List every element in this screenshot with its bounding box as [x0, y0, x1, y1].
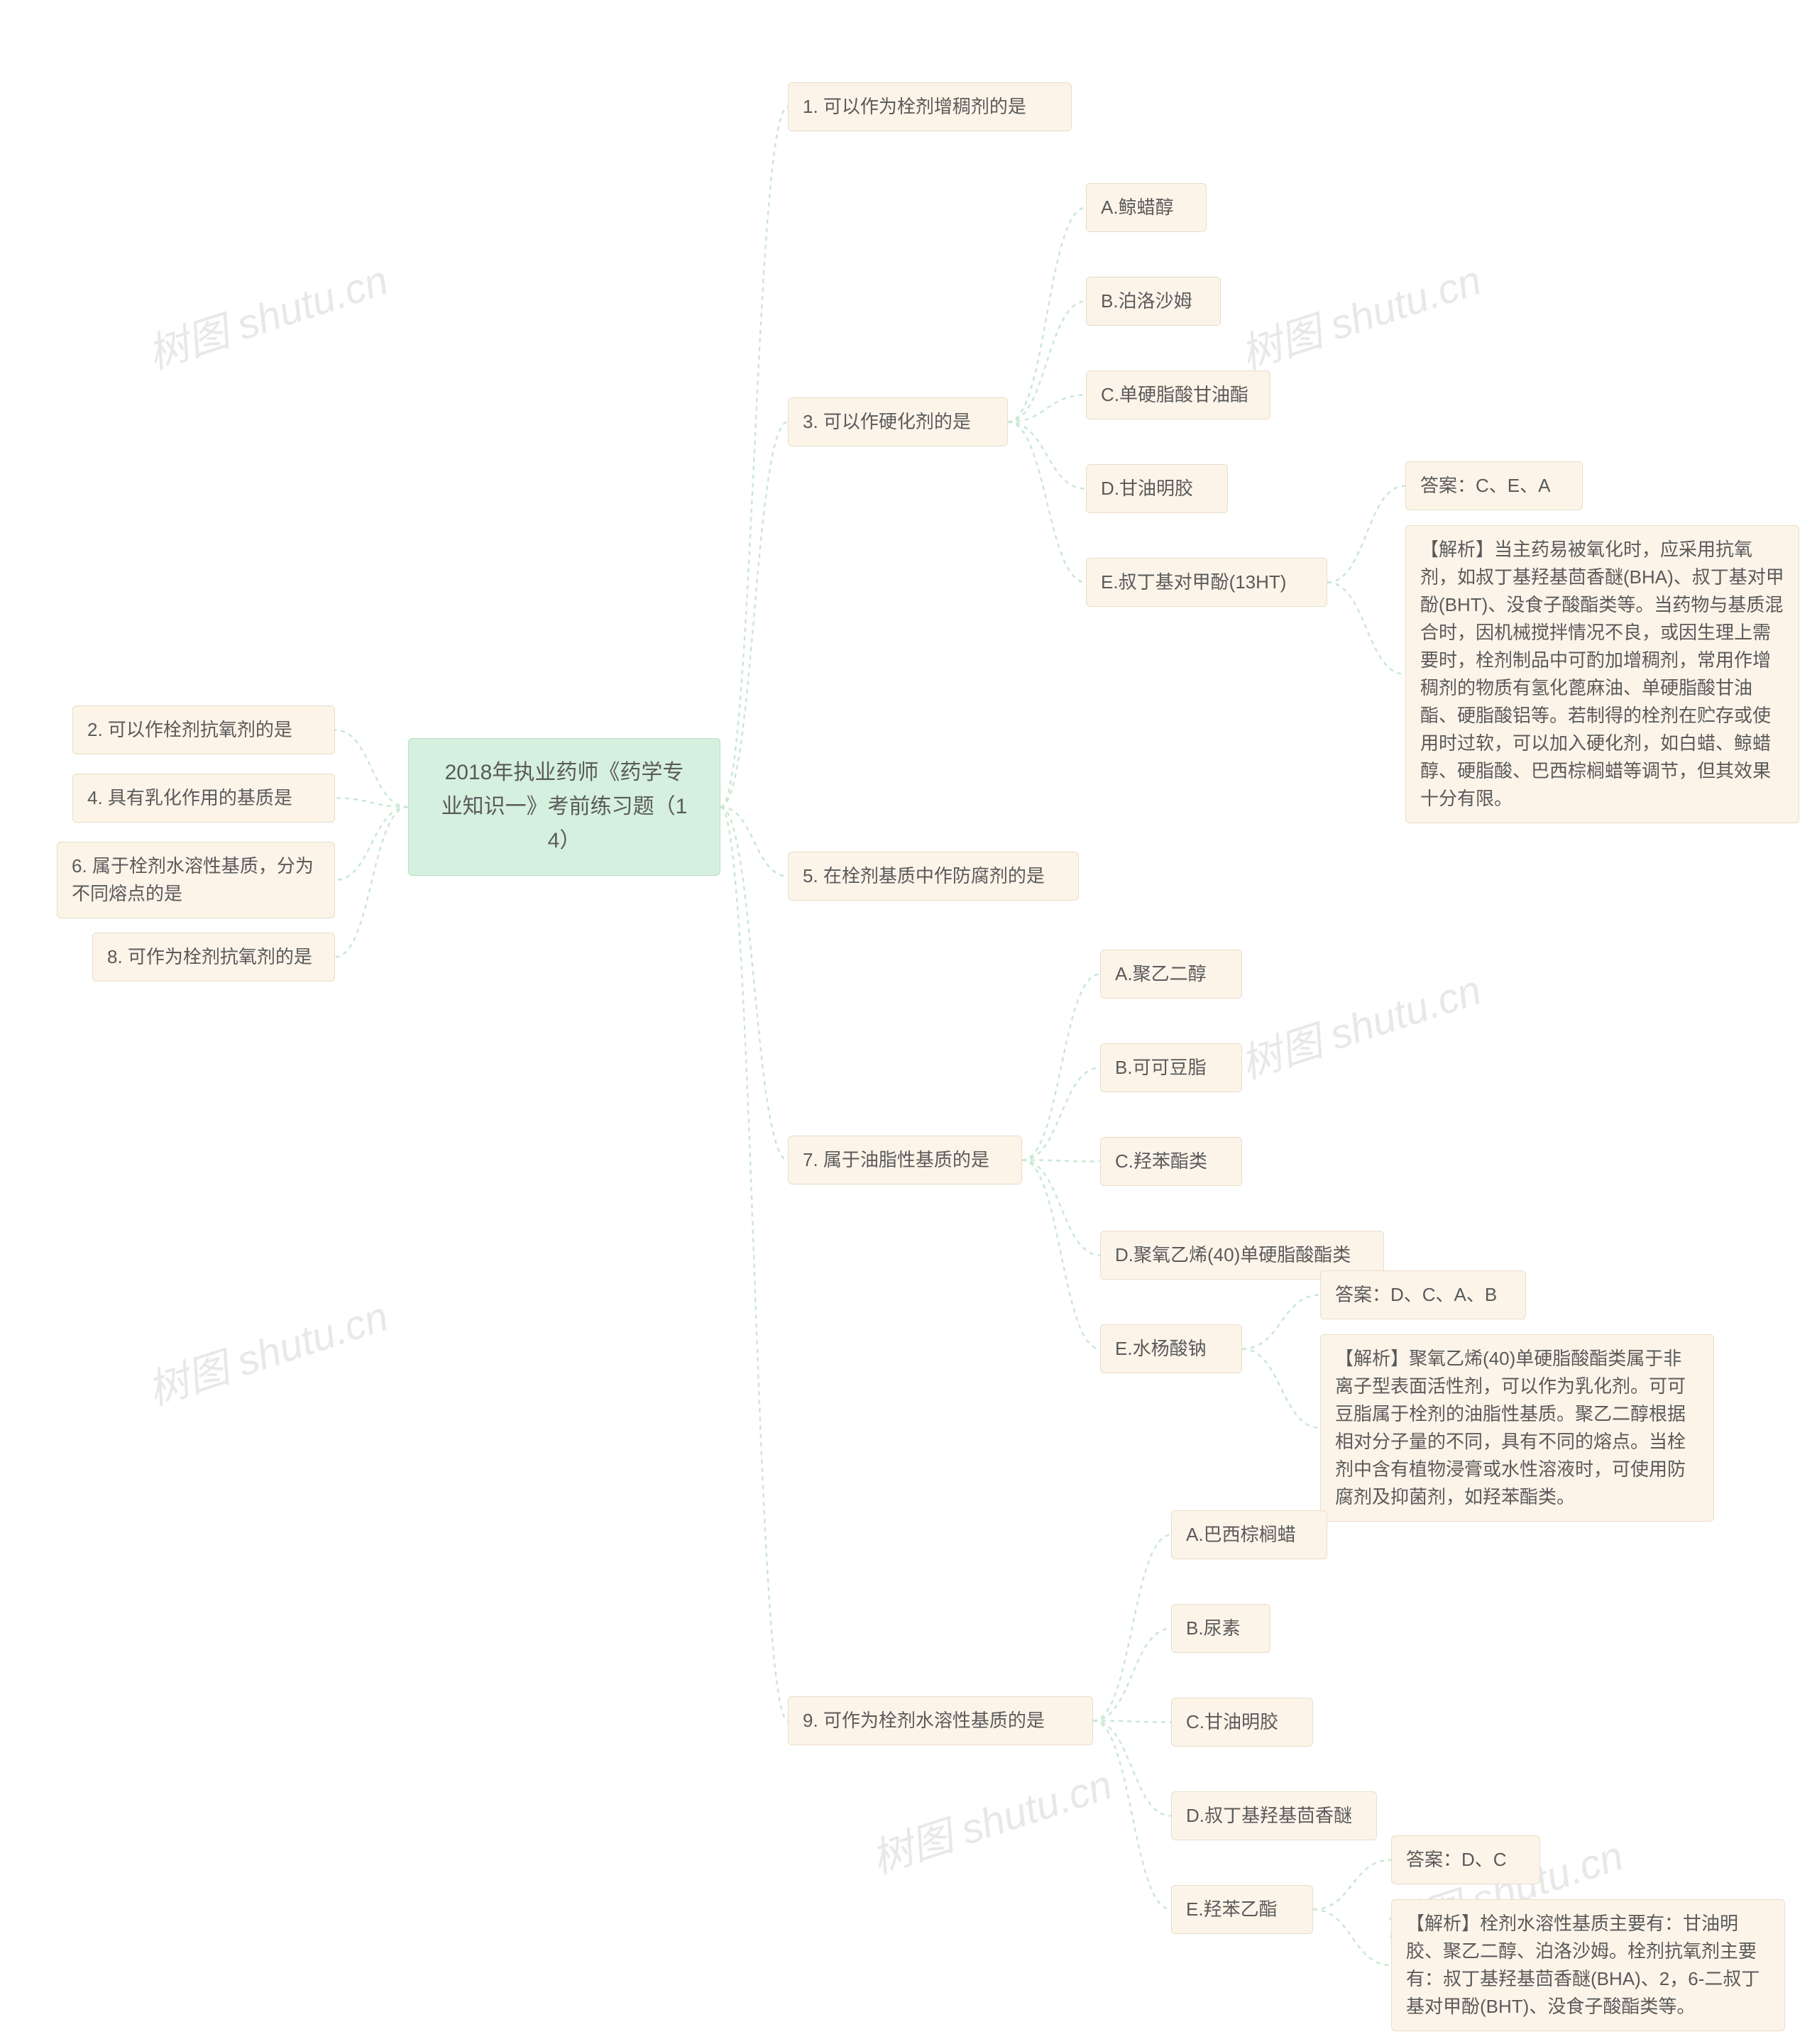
- watermark: 树图 shutu.cn: [139, 247, 395, 380]
- root-line1: 2018年执业药师《药学专: [445, 761, 684, 784]
- node-q6: 6. 属于栓剂水溶性基质，分为不同熔点的是: [57, 842, 335, 918]
- node-q3-answer: 答案：C、E、A: [1405, 461, 1583, 510]
- root-line3: 4）: [548, 829, 581, 852]
- node-q9-option-d: D.叔丁基羟基茴香醚: [1171, 1791, 1377, 1840]
- node-q3-explanation: 【解析】当主药易被氧化时，应采用抗氧剂，如叔丁基羟基茴香醚(BHA)、叔丁基对甲…: [1405, 525, 1799, 823]
- node-q9-option-c: C.甘油明胶: [1171, 1698, 1313, 1747]
- node-q5: 5. 在栓剂基质中作防腐剂的是: [788, 852, 1079, 901]
- watermark: 树图 shutu.cn: [139, 1283, 395, 1417]
- node-q3-option-b: B.泊洛沙姆: [1086, 277, 1221, 326]
- node-q7-explanation: 【解析】聚氧乙烯(40)单硬脂酸酯类属于非离子型表面活性剂，可以作为乳化剂。可可…: [1320, 1334, 1714, 1522]
- node-q4: 4. 具有乳化作用的基质是: [72, 774, 335, 823]
- node-q8: 8. 可作为栓剂抗氧剂的是: [92, 933, 335, 982]
- node-q7-option-b: B.可可豆脂: [1100, 1043, 1242, 1092]
- node-q3-option-c: C.单硬脂酸甘油酯: [1086, 370, 1270, 419]
- node-q9-option-e: E.羟苯乙酯: [1171, 1885, 1313, 1934]
- root-line2: 业知识一》考前练习题（1: [441, 795, 688, 818]
- node-q7: 7. 属于油脂性基质的是: [788, 1136, 1022, 1185]
- node-q3-option-e: E.叔丁基对甲酚(13HT): [1086, 558, 1327, 607]
- node-q9-explanation: 【解析】栓剂水溶性基质主要有：甘油明胶、聚乙二醇、泊洛沙姆。栓剂抗氧剂主要有：叔…: [1391, 1899, 1785, 2031]
- node-q9-option-a: A.巴西棕榈蜡: [1171, 1510, 1327, 1559]
- watermark: 树图 shutu.cn: [1232, 247, 1488, 380]
- node-q2: 2. 可以作栓剂抗氧剂的是: [72, 705, 335, 754]
- mindmap-root: 2018年执业药师《药学专 业知识一》考前练习题（1 4）: [408, 738, 720, 876]
- node-q3-option-a: A.鲸蜡醇: [1086, 183, 1207, 232]
- node-q7-option-c: C.羟苯酯类: [1100, 1137, 1242, 1186]
- node-q3-option-d: D.甘油明胶: [1086, 464, 1228, 513]
- node-q9: 9. 可作为栓剂水溶性基质的是: [788, 1696, 1093, 1745]
- node-q9-answer: 答案：D、C: [1391, 1835, 1540, 1884]
- node-q9-option-b: B.尿素: [1171, 1604, 1270, 1653]
- node-q7-option-e: E.水杨酸钠: [1100, 1324, 1242, 1373]
- node-q7-answer: 答案：D、C、A、B: [1320, 1270, 1526, 1319]
- watermark: 树图 shutu.cn: [863, 1752, 1119, 1885]
- node-q1: 1. 可以作为栓剂增稠剂的是: [788, 82, 1072, 131]
- node-q3: 3. 可以作硬化剂的是: [788, 397, 1008, 446]
- node-q7-option-a: A.聚乙二醇: [1100, 950, 1242, 999]
- watermark: 树图 shutu.cn: [1232, 957, 1488, 1090]
